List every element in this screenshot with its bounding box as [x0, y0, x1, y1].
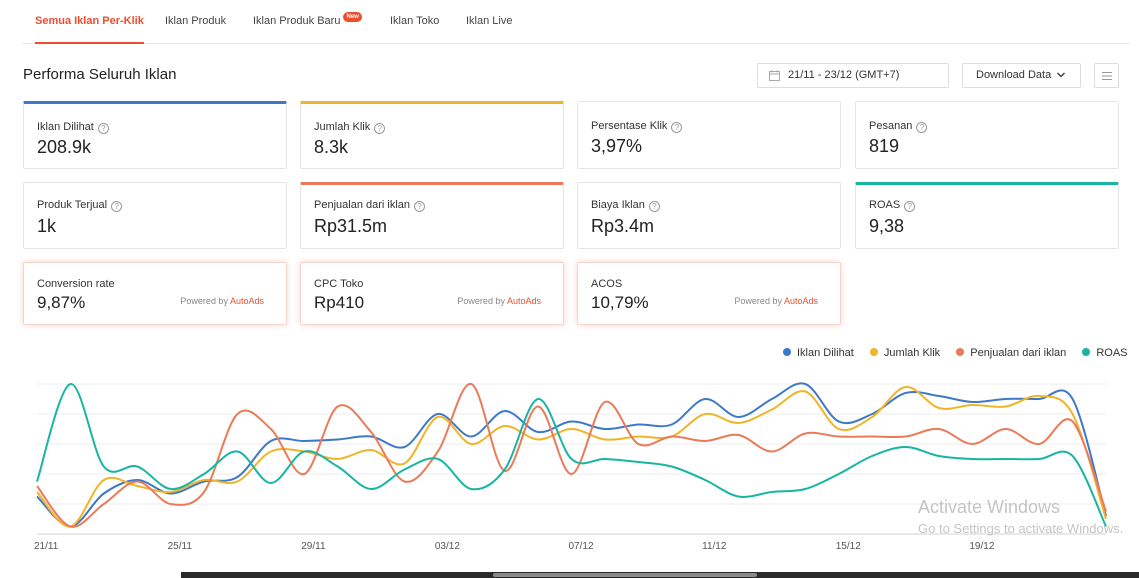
new-badge: New	[343, 12, 362, 22]
metric-value: 8.3k	[314, 137, 349, 157]
menu-icon	[1102, 72, 1112, 80]
metric-value: 10,79%	[591, 293, 649, 312]
metric-card-biaya-iklan[interactable]: Biaya Iklan? Rp3.4m	[577, 182, 841, 249]
x-tick-label: 03/12	[435, 541, 460, 552]
legend-dot	[1082, 348, 1091, 356]
metric-value: 208.9k	[37, 137, 92, 157]
help-circle-icon[interactable]: ?	[111, 201, 123, 212]
legend-dot	[869, 348, 878, 356]
metric-card-roas[interactable]: ROAS? 9,38	[855, 182, 1119, 249]
page-title: Performa Seluruh Iklan	[23, 66, 177, 83]
series-line-roas[interactable]	[36, 383, 1107, 527]
metric-value: Rp31.5m	[314, 216, 388, 236]
tab-iklan-produk[interactable]: Iklan Produk	[165, 15, 227, 27]
activate-windows-hint: Go to Settings to activate Windows.	[918, 521, 1124, 536]
tab-label: Iklan Produk Baru	[253, 15, 341, 27]
metric-value: 9,38	[869, 216, 905, 236]
help-circle-icon[interactable]: ?	[414, 201, 426, 212]
metric-value: Rp3.4m	[591, 216, 655, 236]
metric-label: Iklan Dilihat?	[37, 121, 109, 134]
metric-card-persentase-klik[interactable]: Persentase Klik? 3,97%	[577, 101, 841, 169]
series-line-penjualan-dari-iklan[interactable]	[36, 383, 1107, 528]
help-circle-icon[interactable]: ?	[97, 123, 109, 134]
horizontal-scrollbar[interactable]	[181, 572, 1139, 578]
download-label: Download Data	[976, 69, 1052, 81]
x-tick-label: 11/12	[702, 541, 727, 552]
series-line-jumlah-klik[interactable]	[36, 385, 1107, 528]
legend-item-iklan-dilihat[interactable]: Iklan Dilihat	[783, 347, 854, 359]
powered-by: Powered by AutoAds	[457, 296, 541, 306]
metric-label: Biaya Iklan?	[591, 199, 660, 212]
tab-semua-iklan[interactable]: Semua Iklan Per-Klik	[35, 0, 144, 44]
autoads-card-conversion-rate[interactable]: Conversion rate 9,87% Powered by AutoAds	[23, 262, 287, 325]
download-data-button[interactable]: Download Data	[962, 63, 1081, 88]
metric-label: ACOS	[591, 278, 623, 290]
legend-item-jumlah-klik[interactable]: Jumlah Klik	[869, 347, 940, 359]
metric-label: Conversion rate	[37, 278, 115, 290]
help-circle-icon[interactable]: ?	[916, 122, 928, 133]
help-circle-icon[interactable]: ?	[374, 123, 386, 134]
autoads-link[interactable]: AutoAds	[506, 296, 541, 306]
metric-card-iklan-dilihat[interactable]: Iklan Dilihat? 208.9k	[23, 101, 287, 169]
metric-label: Persentase Klik?	[591, 120, 683, 133]
x-tick-label: 21/11	[34, 541, 59, 552]
tab-iklan-live[interactable]: Iklan Live	[466, 15, 513, 27]
metric-label: Pesanan?	[869, 120, 928, 133]
legend-dot	[783, 348, 791, 356]
metric-label: CPC Toko	[314, 278, 364, 290]
metric-label: Penjualan dari iklan?	[314, 199, 426, 212]
metric-value: Rp410	[314, 293, 365, 312]
metric-value: 1k	[37, 216, 57, 236]
powered-by: Powered by AutoAds	[180, 296, 264, 306]
date-range-picker[interactable]: 21/11 - 23/12 (GMT+7)	[757, 63, 949, 88]
powered-by: Powered by AutoAds	[734, 296, 818, 306]
metric-card-penjualan-dari-iklan[interactable]: Penjualan dari iklan? Rp31.5m	[300, 182, 564, 249]
metric-label: ROAS?	[869, 199, 916, 212]
help-circle-icon[interactable]: ?	[671, 122, 683, 133]
metric-card-jumlah-klik[interactable]: Jumlah Klik? 8.3k	[300, 101, 564, 169]
chevron-down-icon	[1057, 72, 1065, 78]
metric-value: 9,87%	[37, 293, 86, 312]
metric-label: Jumlah Klik?	[314, 121, 386, 134]
metric-value: 819	[869, 136, 900, 156]
x-tick-label: 07/12	[569, 541, 594, 552]
calendar-icon	[769, 70, 780, 81]
legend-dot	[956, 348, 965, 356]
help-circle-icon[interactable]: ?	[648, 201, 660, 212]
help-circle-icon[interactable]: ?	[904, 201, 916, 212]
metric-label: Produk Terjual?	[37, 199, 123, 212]
activate-windows-watermark: Activate Windows	[918, 497, 1061, 517]
scrollbar-thumb[interactable]	[493, 573, 757, 577]
legend-item-penjualan[interactable]: Penjualan dari iklan	[956, 347, 1066, 359]
tab-bar: Semua Iklan Per-Klik Iklan Produk Iklan …	[22, 0, 1130, 44]
legend-item-roas[interactable]: ROAS	[1082, 347, 1128, 359]
autoads-card-cpc-toko[interactable]: CPC Toko Rp410 Powered by AutoAds	[300, 262, 564, 325]
x-tick-label: 19/12	[969, 541, 994, 552]
date-range-text: 21/11 - 23/12 (GMT+7)	[788, 69, 900, 81]
x-tick-label: 29/11	[301, 541, 326, 552]
x-tick-label: 25/11	[168, 541, 193, 552]
metric-card-produk-terjual[interactable]: Produk Terjual? 1k	[23, 182, 287, 249]
tab-iklan-produk-baru[interactable]: Iklan Produk Baru New	[253, 0, 362, 44]
metric-card-pesanan[interactable]: Pesanan? 819	[855, 101, 1119, 169]
x-tick-label: 15/12	[836, 541, 861, 552]
autoads-card-acos[interactable]: ACOS 10,79% Powered by AutoAds	[577, 262, 841, 325]
chart-legend: Iklan Dilihat Jumlah Klik Penjualan dari…	[783, 347, 1128, 359]
autoads-link[interactable]: AutoAds	[229, 296, 264, 306]
autoads-link[interactable]: AutoAds	[783, 296, 818, 306]
performance-line-chart[interactable]: 21/11 25/11 29/11 03/12 07/12 11/12 15/12 19/12	[0, 370, 1139, 565]
menu-button[interactable]	[1094, 63, 1119, 88]
metric-value: 3,97%	[591, 136, 643, 156]
tab-iklan-toko[interactable]: Iklan Toko	[390, 15, 440, 27]
